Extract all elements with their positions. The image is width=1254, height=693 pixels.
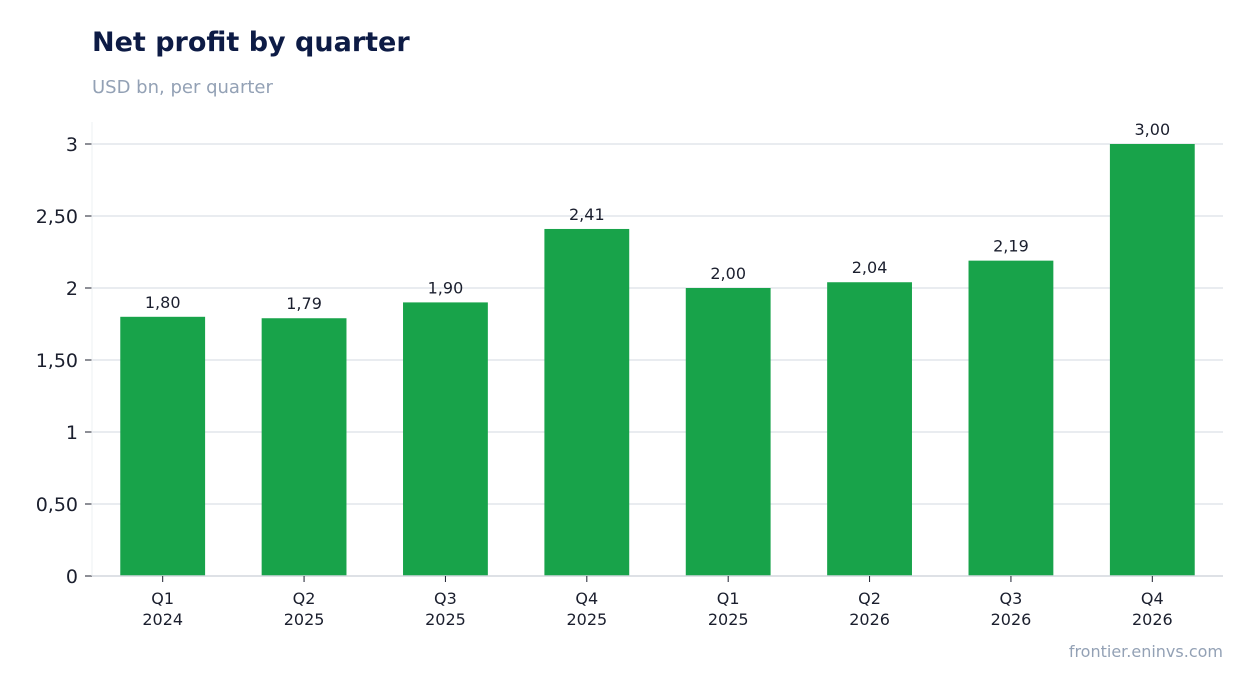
x-tick-label-quarter: Q2 [293,589,316,608]
x-tick-label-quarter: Q3 [434,589,457,608]
data-label: 1,90 [428,278,464,297]
axes: 0 0,50 1 1,50 2 2,50 3 Q1 2024 Q2 2025 Q3 2025 Q4 2025… [36,122,1223,629]
bar [968,260,1054,576]
x-tick-label-year: 2025 [708,610,749,629]
bar [261,318,347,576]
data-label: 2,41 [569,205,605,224]
x-tick-label-quarter: Q1 [151,589,174,608]
data-label: 1,79 [286,294,322,313]
x-tick-label-quarter: Q4 [575,589,598,608]
y-tick-label: 0 [66,566,78,588]
x-tick-label-quarter: Q2 [858,589,881,608]
data-label: 1,80 [145,293,181,312]
x-tick-label-year: 2024 [142,610,183,629]
data-label: 2,04 [852,258,888,277]
bar [403,302,488,576]
chart-title: Net profit by quarter [92,27,410,58]
bar [685,288,771,576]
x-tick-label-year: 2026 [991,610,1032,629]
x-tick-label-quarter: Q3 [1000,589,1023,608]
x-tick-label-year: 2025 [566,610,607,629]
source-label: frontier.eninvs.com [1068,642,1223,661]
bar [827,282,912,576]
data-labels: 1,80 1,79 1,90 2,41 2,00 2,04 2,19 3,00 [145,120,1170,313]
bar [120,316,206,576]
x-tick-label-year: 2025 [284,610,325,629]
data-label: 2,19 [993,237,1029,256]
data-label: 3,00 [1135,120,1171,139]
bar [1109,144,1195,576]
y-tick-label: 2 [66,278,78,300]
y-tick-label: 3 [66,134,78,156]
x-tick-label-quarter: Q1 [717,589,740,608]
x-tick-label-year: 2025 [425,610,466,629]
y-tick-label: 1 [66,422,78,444]
x-tick-label-year: 2026 [1132,610,1173,629]
bars [120,144,1195,576]
y-tick-label: 2,50 [36,206,78,228]
x-tick-label-quarter: Q4 [1141,589,1164,608]
x-tick-label-year: 2026 [849,610,890,629]
chart-subtitle: USD bn, per quarter [92,77,273,98]
y-tick-label: 1,50 [36,350,78,372]
data-label: 2,00 [710,264,746,283]
y-tick-label: 0,50 [36,494,78,516]
bar [544,228,630,576]
